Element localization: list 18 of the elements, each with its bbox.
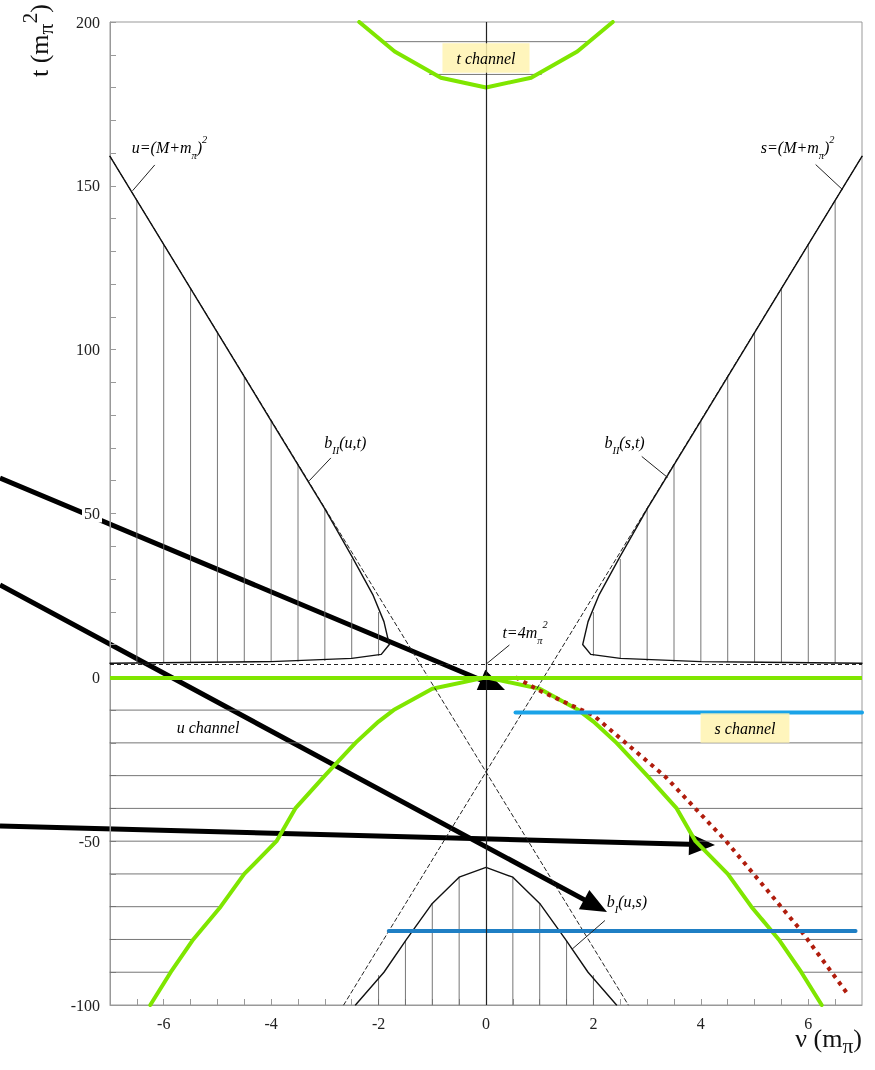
y-tick-label: 0 xyxy=(92,668,100,686)
x-tick-label: 2 xyxy=(589,1014,598,1032)
annotation: u channel xyxy=(176,718,240,736)
line-series xyxy=(357,20,615,90)
y-tick-label: 150 xyxy=(76,177,100,195)
x-tick-label: -6 xyxy=(157,1014,171,1032)
y-tick-label: 200 xyxy=(76,13,100,31)
y-tick-label: 50 xyxy=(84,505,100,522)
x-tick-label: 4 xyxy=(696,1014,705,1032)
annotation: t channel xyxy=(456,49,517,67)
y-tick-label: 100 xyxy=(76,341,100,359)
annotation: s channel xyxy=(714,719,776,737)
x-tick-label: 0 xyxy=(482,1014,490,1032)
line-series xyxy=(354,866,618,1006)
x-tick-label: -4 xyxy=(264,1014,278,1032)
y-tick-label: -100 xyxy=(70,996,100,1014)
y-tick-label: -50 xyxy=(78,832,100,850)
x-tick-label: -2 xyxy=(371,1014,386,1032)
